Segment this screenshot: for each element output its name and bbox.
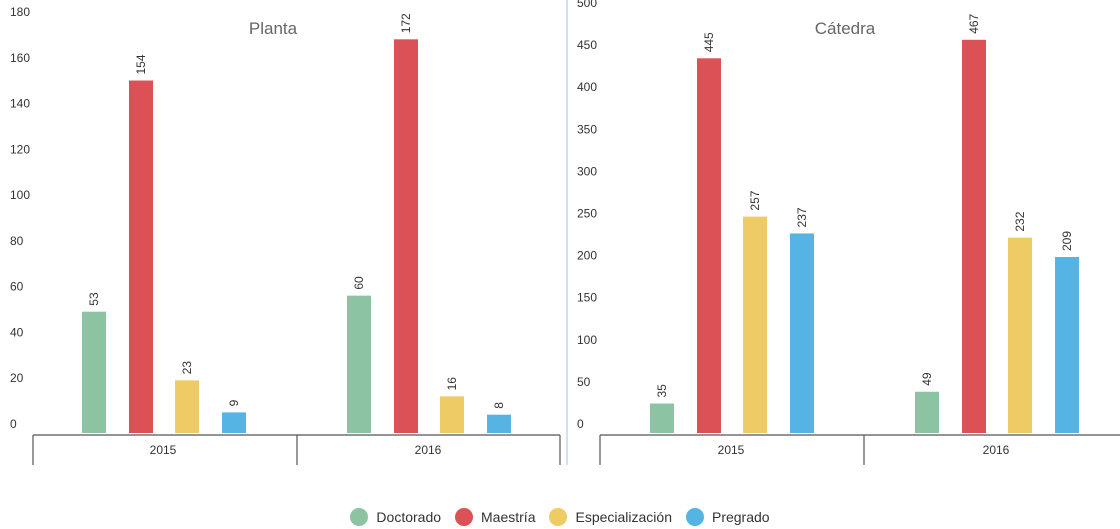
- chart-title: Cátedra: [815, 19, 876, 38]
- bar-especializacion-2016: [1008, 237, 1032, 433]
- legend-label-doctorado: Doctorado: [376, 509, 442, 525]
- bar-doctorado-2016: [915, 391, 939, 433]
- data-label: 8: [492, 402, 506, 409]
- y-tick-label: 160: [10, 51, 30, 65]
- y-tick-label: 40: [10, 325, 24, 339]
- bar-pregrado-2015: [222, 412, 246, 433]
- y-tick-label: 100: [577, 333, 597, 347]
- bar-doctorado-2015: [650, 403, 674, 433]
- y-tick-label: 200: [577, 249, 597, 263]
- bar-maestria-2016: [962, 39, 986, 433]
- data-label: 467: [967, 13, 981, 33]
- x-tick-label: 2015: [150, 443, 177, 457]
- y-tick-label: 0: [10, 417, 17, 431]
- chart-panel-catedra: Cátedra 0 50 100 150 200 250 300 350 400 450 500 201…: [577, 0, 1120, 465]
- bar-doctorado-2015: [82, 311, 106, 433]
- y-tick-label: 50: [577, 375, 591, 389]
- y-tick-label: 350: [577, 122, 597, 136]
- y-tick-label: 100: [10, 188, 30, 202]
- legend-label-pregrado: Pregrado: [711, 509, 770, 525]
- y-tick-label: 450: [577, 38, 597, 52]
- y-tick-label: 80: [10, 234, 24, 248]
- y-tick-label: 250: [577, 207, 597, 221]
- bar-maestria-2015: [697, 58, 721, 434]
- bar-pregrado-2016: [487, 414, 511, 433]
- y-tick-label: 140: [10, 97, 30, 111]
- bar-pregrado-2015: [790, 233, 814, 433]
- legend-swatch-especializacion: [549, 508, 568, 526]
- data-label: 232: [1013, 211, 1027, 231]
- legend-item-especializacion: Especialización: [549, 508, 672, 526]
- x-tick-label: 2016: [983, 443, 1010, 457]
- data-label: 53: [87, 292, 101, 306]
- legend-item-pregrado: Pregrado: [685, 508, 770, 526]
- data-label: 23: [180, 361, 194, 375]
- x-tick-label: 2016: [415, 443, 442, 457]
- y-tick-label: 400: [577, 80, 597, 94]
- legend-item-maestria: Maestría: [455, 508, 535, 526]
- legend-label-especializacion: Especialización: [575, 509, 672, 525]
- bar-maestria-2016: [394, 39, 418, 434]
- y-tick-label: 300: [577, 164, 597, 178]
- data-label: 209: [1060, 231, 1074, 251]
- legend-swatch-pregrado: [685, 508, 704, 526]
- data-label: 9: [227, 399, 241, 406]
- y-tick-label: 20: [10, 371, 24, 385]
- data-label: 49: [920, 372, 934, 386]
- bar-especializacion-2015: [175, 380, 199, 433]
- data-label: 237: [795, 207, 809, 227]
- data-label: 16: [445, 377, 459, 391]
- data-label: 445: [702, 32, 716, 52]
- bar-maestria-2015: [129, 80, 153, 433]
- y-tick-label: 0: [577, 417, 584, 431]
- y-tick-label: 150: [577, 291, 597, 305]
- data-label: 154: [134, 54, 148, 74]
- legend-swatch-doctorado: [350, 508, 369, 526]
- data-label: 257: [748, 190, 762, 210]
- y-tick-label: 500: [577, 0, 597, 10]
- x-tick-label: 2015: [718, 443, 745, 457]
- y-tick-label: 180: [10, 5, 30, 19]
- y-tick-label: 120: [10, 142, 30, 156]
- data-label: 60: [352, 276, 366, 290]
- chart-title: Planta: [249, 19, 298, 38]
- legend-item-doctorado: Doctorado: [350, 508, 441, 526]
- bar-especializacion-2015: [743, 216, 767, 433]
- legend-label-maestria: Maestría: [481, 509, 536, 525]
- bar-doctorado-2016: [347, 295, 371, 433]
- bar-especializacion-2016: [440, 396, 464, 433]
- chart-panel-planta: Planta 0 20 40 60 80 100 120 140 160 180 2015 2016 53…: [10, 5, 561, 465]
- y-tick-label: 60: [10, 280, 24, 294]
- legend: Doctorado Maestría Especialización Pregr…: [0, 505, 1120, 529]
- data-label: 172: [399, 13, 413, 33]
- legend-swatch-maestria: [455, 508, 474, 526]
- bar-pregrado-2016: [1055, 257, 1079, 433]
- data-label: 35: [655, 384, 669, 398]
